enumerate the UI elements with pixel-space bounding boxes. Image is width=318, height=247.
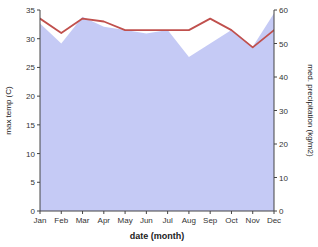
chart: JanFebMarAprMayJunJulAugSepOctNovDec0510… — [0, 0, 318, 247]
x-tick — [82, 211, 83, 214]
x-tick-label: Sep — [203, 216, 218, 225]
x-tick-label: Oct — [225, 216, 238, 225]
y2-tick — [274, 77, 277, 78]
y-tick-label: 25 — [26, 63, 35, 72]
x-tick — [252, 211, 253, 214]
y-tick — [37, 10, 40, 11]
plot-area — [40, 13, 274, 211]
x-tick — [231, 211, 232, 214]
y2-tick — [274, 10, 277, 11]
y2-tick — [274, 110, 277, 111]
x-tick — [103, 211, 104, 214]
x-tick-label: Nov — [246, 216, 260, 225]
precip-area — [40, 13, 274, 211]
y2-tick-label: 40 — [279, 73, 288, 82]
y2-tick-label: 50 — [279, 40, 288, 49]
y2-axis-label: med. precipitation (kg/m2) — [306, 64, 315, 157]
x-tick-label: Dec — [267, 216, 281, 225]
y-tick — [37, 124, 40, 125]
x-axis-line — [40, 211, 274, 212]
y-tick-label: 5 — [31, 178, 36, 187]
y-tick — [37, 67, 40, 68]
x-tick — [125, 211, 126, 214]
temp-line — [40, 19, 274, 48]
y-tick-label: 0 — [31, 207, 36, 216]
x-axis-label: date (month) — [130, 231, 185, 241]
y-tick — [37, 182, 40, 183]
y2-tick-label: 60 — [279, 6, 288, 15]
x-tick — [188, 211, 189, 214]
x-tick-label: Aug — [182, 216, 196, 225]
x-tick-label: Mar — [76, 216, 90, 225]
y2-tick-label: 20 — [279, 140, 288, 149]
x-tick — [210, 211, 211, 214]
x-tick — [167, 211, 168, 214]
x-tick — [61, 211, 62, 214]
y2-tick-label: 10 — [279, 174, 288, 183]
y2-tick — [274, 144, 277, 145]
y2-tick — [274, 43, 277, 44]
y-axis-label: max temp (C) — [4, 86, 13, 135]
y-tick — [37, 96, 40, 97]
y-tick-label: 20 — [26, 92, 35, 101]
y-tick-label: 10 — [26, 150, 35, 159]
y-tick-label: 15 — [26, 121, 35, 130]
y-axis-line — [40, 10, 41, 211]
y-tick — [37, 38, 40, 39]
y-tick — [37, 211, 40, 212]
y-tick — [37, 153, 40, 154]
x-tick-label: Jan — [34, 216, 47, 225]
x-tick — [146, 211, 147, 214]
y-tick-label: 30 — [26, 35, 35, 44]
x-tick-label: Apr — [98, 216, 111, 225]
y2-tick-label: 30 — [279, 107, 288, 116]
x-tick-label: Jul — [163, 216, 173, 225]
x-tick-label: Feb — [54, 216, 68, 225]
x-tick-label: May — [118, 216, 133, 225]
y2-tick — [274, 211, 277, 212]
y2-tick — [274, 177, 277, 178]
y2-tick-label: 0 — [279, 207, 284, 216]
y-tick-label: 35 — [26, 6, 35, 15]
x-tick-label: Jun — [140, 216, 153, 225]
